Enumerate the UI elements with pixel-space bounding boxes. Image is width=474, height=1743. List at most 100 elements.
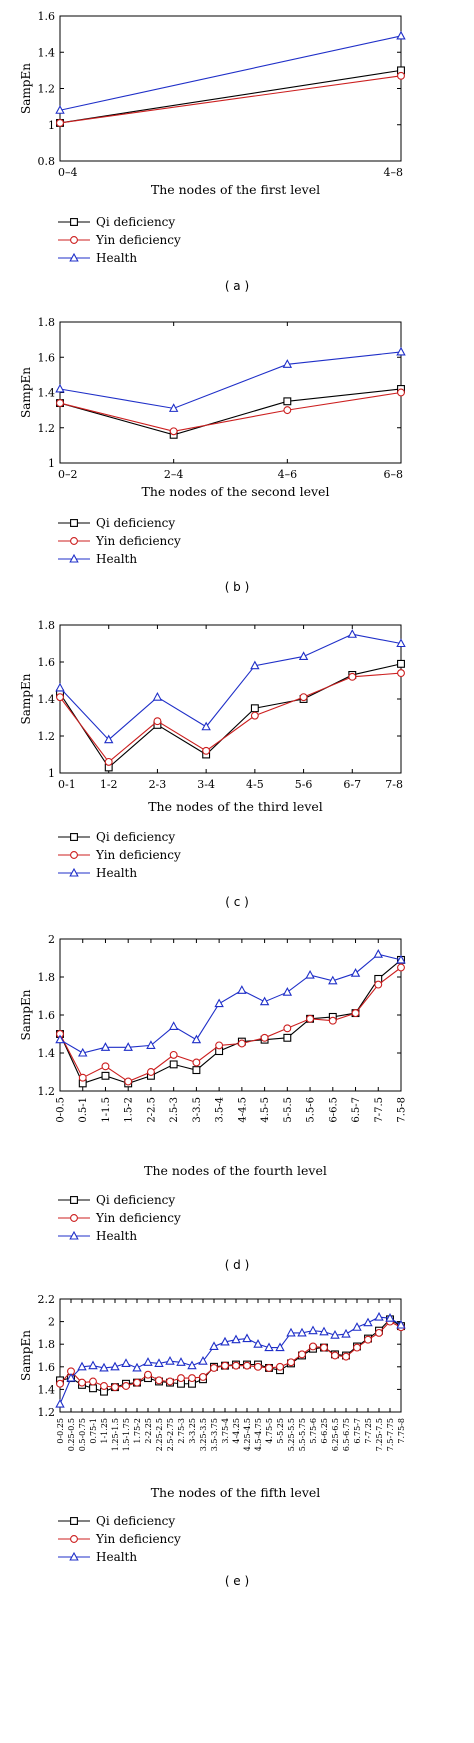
legend-marker-circle [70, 851, 78, 859]
legend-label: Yin deficiency [95, 1211, 181, 1225]
data-point [153, 717, 162, 726]
x-tick-label: 0-1 [58, 778, 76, 791]
legend-marker-square [70, 833, 78, 841]
series-line [59, 967, 402, 1083]
data-point [221, 1361, 229, 1370]
series-line [59, 388, 402, 436]
data-point [328, 975, 338, 985]
x-tick-label: 2.75-3 [177, 1418, 186, 1444]
data-point [146, 1040, 156, 1049]
data-point [232, 1361, 240, 1370]
plot-frame [59, 15, 402, 162]
y-tick-label: 0.8 [38, 155, 56, 168]
data-point [110, 1361, 120, 1371]
legend-marker-triangle [69, 1551, 79, 1561]
data-point [55, 383, 65, 393]
data-point [215, 1041, 224, 1050]
y-tick-label: 1 [48, 119, 55, 132]
data-point [254, 1362, 262, 1371]
y-axis-label: SampEn [19, 673, 33, 724]
data-point [309, 1342, 317, 1351]
data-point [55, 1034, 65, 1044]
x-tick-label: 5.75-6 [309, 1418, 318, 1444]
data-point [353, 1343, 361, 1352]
legend-label: Qi deficiency [96, 830, 175, 844]
legend-label: Health [96, 866, 137, 880]
series-line [59, 663, 402, 769]
legend-marker-square [70, 1517, 78, 1525]
legend-marker-circle [70, 1535, 78, 1543]
data-point [259, 996, 270, 1006]
x-tick-label: 7.75-8 [397, 1418, 406, 1444]
data-point [152, 691, 163, 701]
legend-label: Yin deficiency [95, 233, 181, 247]
x-tick-label: 4–8 [384, 166, 404, 179]
data-point [201, 721, 211, 731]
legend: Qi deficiency Yin deficiency Health [58, 1193, 181, 1243]
legend: Qi deficiency Yin deficiency Health [58, 830, 181, 880]
data-point [374, 980, 383, 989]
chart-panel-d: 1.2 1.4 1.6 1.8 2 0-0.5 0.5-1 1-1.5 1.5-2 2-2.5 2.… [19, 933, 408, 1272]
legend-label: Qi deficiency [96, 1193, 175, 1207]
data-point [348, 672, 357, 681]
data-point [385, 1313, 395, 1322]
x-axis-label: The nodes of the first level [151, 182, 320, 197]
series-line [59, 351, 402, 409]
legend-marker-circle [70, 537, 78, 545]
data-point [396, 30, 406, 40]
data-point [144, 1370, 152, 1379]
data-point [220, 1336, 230, 1346]
y-tick-label: 1.8 [38, 619, 56, 632]
y-tick-label: 1.4 [38, 693, 56, 706]
data-point [78, 1073, 87, 1082]
x-tick-label: 0.25-0.5 [67, 1418, 76, 1451]
x-tick-label: 6-6.25 [320, 1418, 329, 1444]
data-point [282, 987, 293, 996]
chart-panel-b: 1 1.2 1.4 1.6 1.8 0–2 2–4 4–6 6–8 SampEn The nodes… [19, 316, 406, 594]
data-point [56, 399, 64, 408]
x-tick-label: 5-5.25 [276, 1418, 285, 1444]
data-point [396, 638, 406, 648]
x-tick-label: 4–6 [278, 468, 298, 481]
x-tick-label: 5-5.5 [283, 1097, 294, 1123]
y-tick-label: 1.4 [38, 1383, 56, 1396]
data-point [276, 1362, 284, 1371]
data-point [250, 704, 259, 713]
series-yin-deficiency [56, 669, 405, 766]
legend-label: Qi deficiency [96, 516, 175, 530]
data-point [89, 1377, 97, 1386]
data-point [351, 1009, 360, 1018]
y-tick-label: 1.2 [38, 730, 56, 743]
data-point [397, 71, 405, 80]
series-health [55, 629, 406, 744]
x-tick-label: 4-4.25 [232, 1418, 241, 1444]
data-point [308, 1325, 318, 1335]
x-tick-label: 1.25-1.5 [111, 1418, 120, 1451]
chart-panel-a: 0.8 1 1.2 1.4 1.6 0–4 4–8 SampEn The nodes of th… [19, 10, 406, 293]
data-point [121, 1358, 131, 1367]
data-point [187, 1360, 197, 1370]
y-tick-label: 1.2 [38, 422, 56, 435]
y-tick-label: 1.4 [38, 1047, 56, 1060]
data-point [282, 359, 293, 368]
data-point [89, 1384, 97, 1393]
data-point [169, 1050, 178, 1059]
data-point [176, 1357, 186, 1366]
data-point [350, 968, 361, 977]
data-point [265, 1363, 273, 1372]
data-point [298, 1350, 306, 1359]
x-tick-label: 7-7.25 [364, 1418, 373, 1444]
data-point [56, 693, 64, 702]
data-point [146, 1068, 155, 1076]
series-yin-deficiency [56, 71, 405, 127]
data-point [397, 963, 405, 972]
legend-label: Yin deficiency [95, 534, 181, 548]
x-tick-label: 1.5-1.75 [122, 1418, 131, 1451]
data-point [124, 1077, 133, 1086]
series-qi-deficiency [56, 385, 405, 439]
data-point [396, 1319, 406, 1329]
legend-marker-square [70, 1196, 78, 1204]
x-tick-label: 7.5-8 [397, 1097, 408, 1123]
y-tick-label: 1.6 [38, 1009, 56, 1022]
data-point [111, 1383, 119, 1392]
